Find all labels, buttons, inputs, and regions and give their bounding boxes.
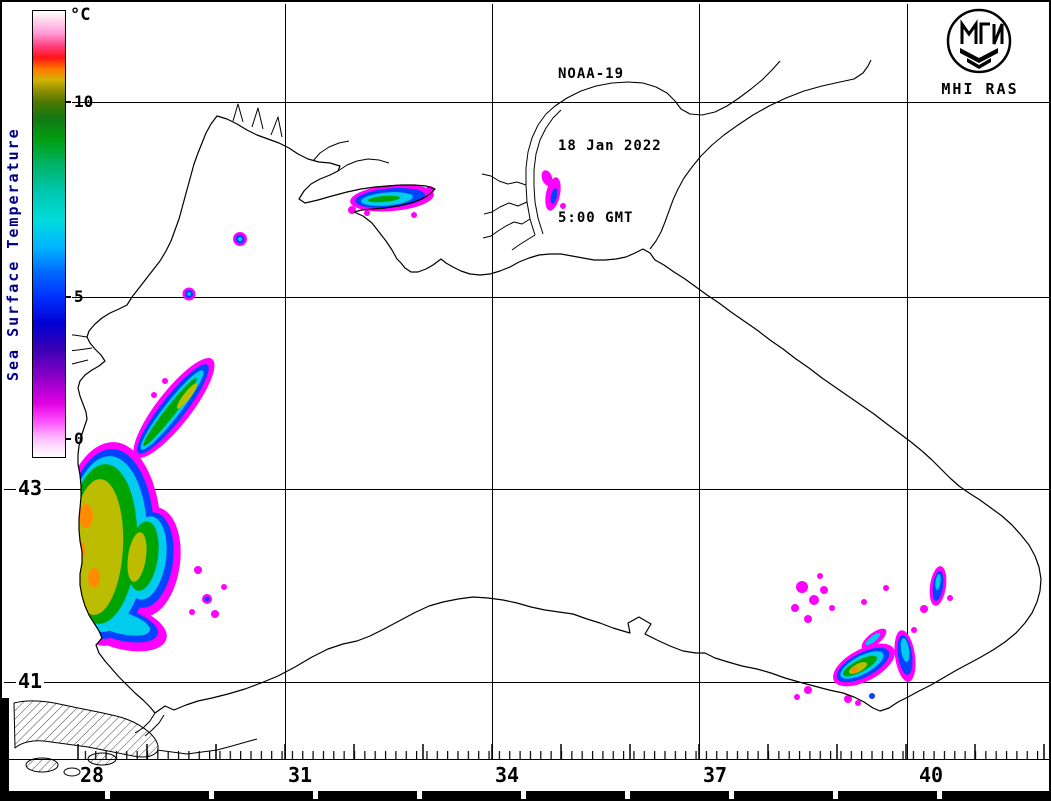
- coastline-black-sea: [77, 115, 1042, 714]
- sst-patch-karkinit-bay: [348, 184, 434, 218]
- sst-patch-azov: [541, 170, 566, 211]
- lon-label-40: 40: [919, 763, 944, 787]
- bottom-axis-ruler: [4, 744, 1049, 760]
- colorbar-tick-0: 0: [74, 429, 84, 448]
- sst-patch-western-shelf: [78, 358, 215, 652]
- left-edge-strip: [2, 698, 9, 791]
- colorbar-tick-5: 5: [74, 287, 84, 306]
- lon-label-34: 34: [495, 763, 520, 787]
- lon-label-37: 37: [703, 763, 728, 787]
- coastline-sivash: [481, 105, 562, 251]
- colorbar-gradient: [32, 10, 66, 458]
- annotation-date: 18 Jan 2022: [558, 138, 662, 154]
- colorbar-unit: °C: [70, 5, 91, 25]
- lat-label-41: 41: [16, 669, 45, 693]
- colorbar-panel: [2, 2, 72, 464]
- sst-patch-small-dots: [151, 232, 247, 618]
- colorbar-tickmark-10: [65, 101, 71, 103]
- lon-label-31: 31: [288, 763, 313, 787]
- colorbar-title: Sea Surface Temperature: [4, 127, 22, 381]
- annotation-time: 5:00 GMT: [558, 210, 634, 226]
- annotation-satellite: NOAA-19: [558, 66, 625, 82]
- mhi-ras-logo-icon: [946, 8, 1012, 74]
- annotation-block: NOAA-19 18 Jan 2022 5:00 GMT: [558, 14, 662, 278]
- mhi-ras-label: MHI RAS: [941, 80, 1019, 98]
- coastline-azov-sea: [554, 59, 872, 250]
- bottom-barcode-strip: [2, 791, 1049, 799]
- lon-label-28: 28: [80, 763, 105, 787]
- colorbar-tickmark-5: [65, 296, 71, 298]
- colorbar-tick-10: 10: [74, 92, 94, 111]
- lat-label-43: 43: [16, 476, 45, 500]
- coastline-details: [67, 103, 390, 755]
- colorbar-tickmark-0: [65, 438, 71, 440]
- grid-lines: [4, 4, 1049, 759]
- sst-patch-southeast: [791, 566, 953, 706]
